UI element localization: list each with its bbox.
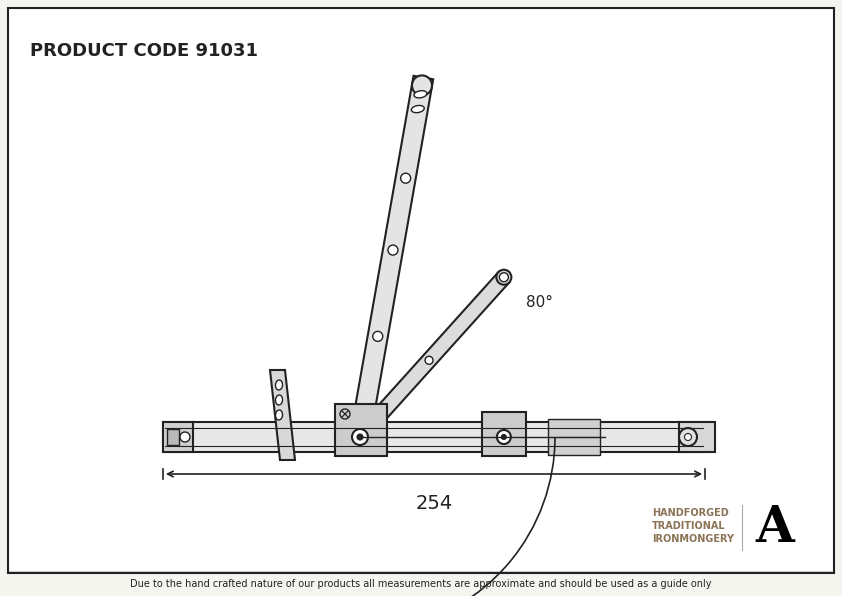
Circle shape [499,273,509,282]
FancyBboxPatch shape [548,419,600,455]
Circle shape [497,270,511,285]
Circle shape [412,76,432,95]
Circle shape [401,173,411,183]
Circle shape [352,429,368,445]
Ellipse shape [275,380,283,390]
Circle shape [340,409,350,419]
Circle shape [679,428,697,446]
Circle shape [501,434,506,439]
Ellipse shape [275,410,283,420]
Circle shape [685,433,691,440]
Ellipse shape [414,91,427,98]
Circle shape [699,433,707,441]
Circle shape [679,428,697,446]
FancyBboxPatch shape [335,404,387,456]
Polygon shape [354,272,509,442]
Polygon shape [270,370,295,460]
FancyBboxPatch shape [482,412,526,456]
FancyBboxPatch shape [163,422,193,452]
Ellipse shape [412,105,424,113]
Text: IRONMONGERY: IRONMONGERY [652,534,734,544]
Ellipse shape [275,395,283,405]
Text: 254: 254 [415,494,453,513]
Text: 80°: 80° [526,294,553,309]
Text: PRODUCT CODE 91031: PRODUCT CODE 91031 [30,42,258,60]
Polygon shape [350,76,434,439]
FancyBboxPatch shape [163,422,705,452]
Circle shape [497,430,511,444]
Circle shape [685,433,691,440]
Text: TRADITIONAL: TRADITIONAL [652,521,726,531]
Circle shape [425,356,433,364]
FancyBboxPatch shape [679,422,715,452]
FancyBboxPatch shape [167,429,179,445]
Circle shape [388,245,398,255]
FancyBboxPatch shape [8,8,834,573]
Circle shape [357,434,363,440]
Text: Due to the hand crafted nature of our products all measurements are approximate : Due to the hand crafted nature of our pr… [131,579,711,589]
Text: HANDFORGED: HANDFORGED [652,508,728,518]
Text: A: A [755,504,795,552]
Circle shape [373,331,383,342]
Circle shape [180,432,190,442]
